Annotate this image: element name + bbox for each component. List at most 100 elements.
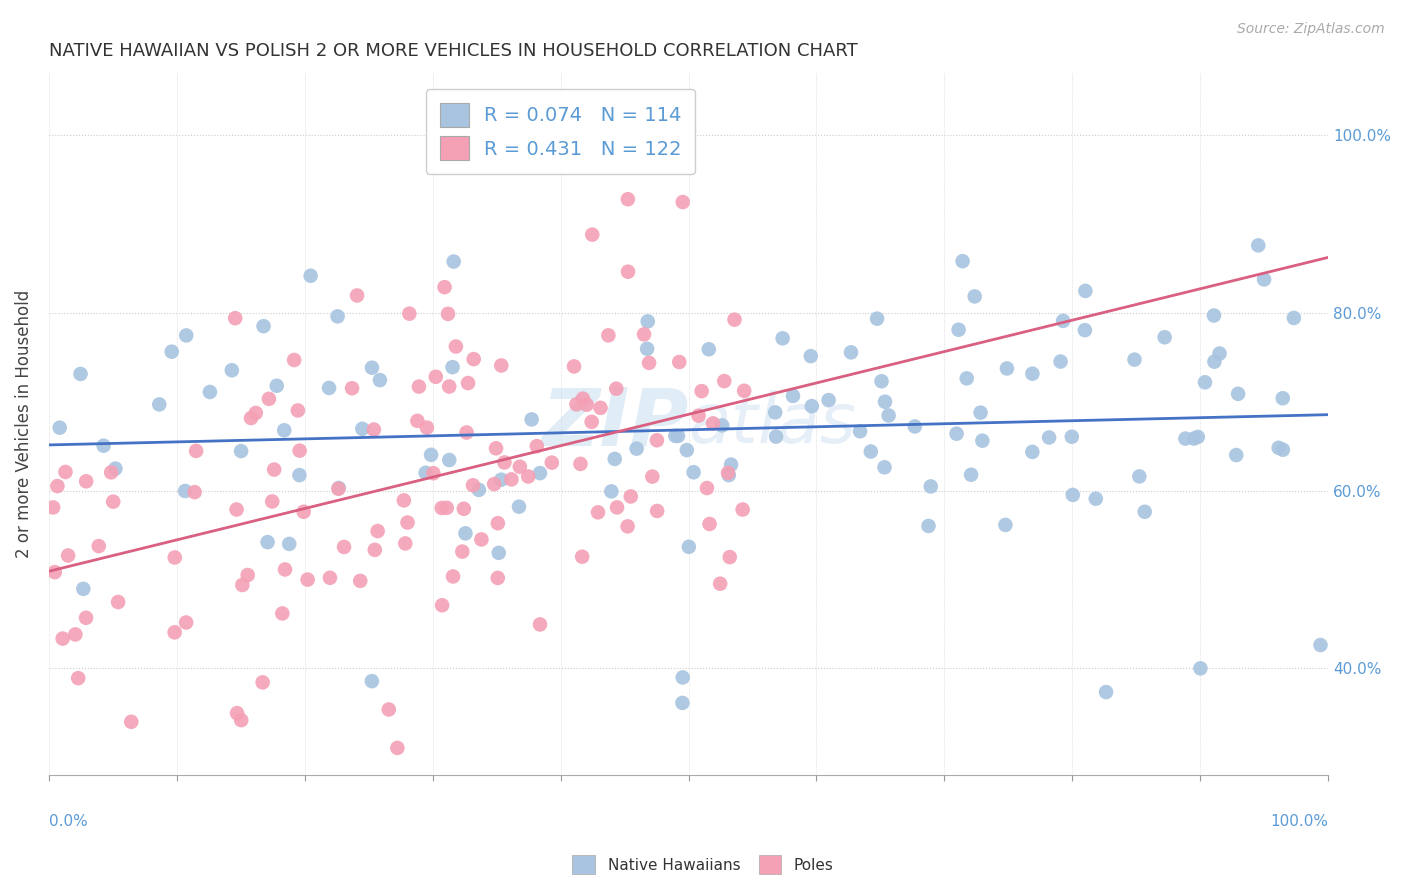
Point — [453, 501, 475, 516]
Point — [1021, 445, 1043, 459]
Point — [1174, 432, 1197, 446]
Point — [252, 675, 274, 690]
Point — [605, 382, 627, 396]
Point — [617, 192, 640, 206]
Point — [581, 415, 603, 429]
Point — [948, 323, 970, 337]
Text: ZIP: ZIP — [541, 384, 689, 463]
Point — [67, 671, 90, 685]
Point — [55, 465, 77, 479]
Point — [920, 479, 942, 493]
Point — [107, 595, 129, 609]
Point — [600, 484, 623, 499]
Point — [398, 307, 420, 321]
Point — [668, 355, 690, 369]
Point — [772, 331, 794, 345]
Point — [690, 384, 713, 398]
Legend: R = 0.074   N = 114, R = 0.431   N = 122: R = 0.074 N = 114, R = 0.431 N = 122 — [426, 89, 696, 174]
Point — [283, 353, 305, 368]
Point — [520, 412, 543, 426]
Point — [626, 442, 648, 456]
Point — [1021, 367, 1043, 381]
Point — [441, 569, 464, 583]
Point — [636, 342, 658, 356]
Legend: Native Hawaiians, Poles: Native Hawaiians, Poles — [567, 849, 839, 880]
Point — [274, 562, 297, 576]
Point — [103, 494, 125, 508]
Point — [509, 459, 531, 474]
Point — [87, 539, 110, 553]
Point — [406, 414, 429, 428]
Y-axis label: 2 or more Vehicles in Household: 2 or more Vehicles in Household — [15, 290, 32, 558]
Point — [262, 494, 284, 508]
Point — [569, 457, 592, 471]
Point — [360, 674, 382, 689]
Point — [352, 422, 374, 436]
Point — [873, 394, 896, 409]
Point — [425, 369, 447, 384]
Point — [439, 379, 461, 393]
Point — [529, 466, 551, 480]
Point — [963, 289, 986, 303]
Point — [368, 373, 391, 387]
Point — [675, 443, 697, 458]
Point — [44, 565, 66, 579]
Point — [664, 429, 686, 443]
Point — [454, 526, 477, 541]
Point — [682, 465, 704, 479]
Point — [849, 424, 872, 438]
Point — [1189, 661, 1212, 675]
Point — [408, 379, 430, 393]
Point — [387, 740, 409, 755]
Point — [956, 371, 979, 385]
Point — [731, 502, 754, 516]
Point — [430, 599, 453, 613]
Point — [529, 617, 551, 632]
Point — [713, 374, 735, 388]
Point — [1282, 310, 1305, 325]
Point — [696, 481, 718, 495]
Point — [416, 420, 439, 434]
Point — [231, 713, 253, 727]
Point — [1049, 354, 1071, 368]
Point — [328, 481, 350, 495]
Point — [319, 571, 342, 585]
Point — [1052, 314, 1074, 328]
Point — [75, 611, 97, 625]
Point — [326, 310, 349, 324]
Point — [1060, 430, 1083, 444]
Point — [299, 268, 322, 283]
Text: NATIVE HAWAIIAN VS POLISH 2 OR MORE VEHICLES IN HOUSEHOLD CORRELATION CHART: NATIVE HAWAIIAN VS POLISH 2 OR MORE VEHI… — [49, 42, 858, 60]
Point — [48, 420, 70, 434]
Point — [526, 439, 548, 453]
Point — [463, 352, 485, 367]
Point — [1062, 488, 1084, 502]
Point — [586, 505, 609, 519]
Point — [288, 468, 311, 483]
Point — [451, 544, 474, 558]
Point — [437, 307, 460, 321]
Point — [575, 398, 598, 412]
Point — [645, 434, 668, 448]
Point — [225, 502, 247, 516]
Point — [697, 343, 720, 357]
Point — [839, 345, 862, 359]
Point — [765, 429, 787, 443]
Point — [603, 452, 626, 467]
Point — [817, 393, 839, 408]
Point — [485, 442, 508, 456]
Point — [42, 500, 65, 515]
Point — [672, 195, 695, 210]
Point — [598, 328, 620, 343]
Text: 100.0%: 100.0% — [1270, 814, 1329, 829]
Point — [1271, 442, 1294, 457]
Point — [263, 462, 285, 476]
Point — [571, 549, 593, 564]
Point — [859, 444, 882, 458]
Point — [1194, 376, 1216, 390]
Point — [800, 399, 823, 413]
Point — [699, 516, 721, 531]
Point — [1084, 491, 1107, 506]
Point — [617, 265, 640, 279]
Point — [672, 670, 695, 684]
